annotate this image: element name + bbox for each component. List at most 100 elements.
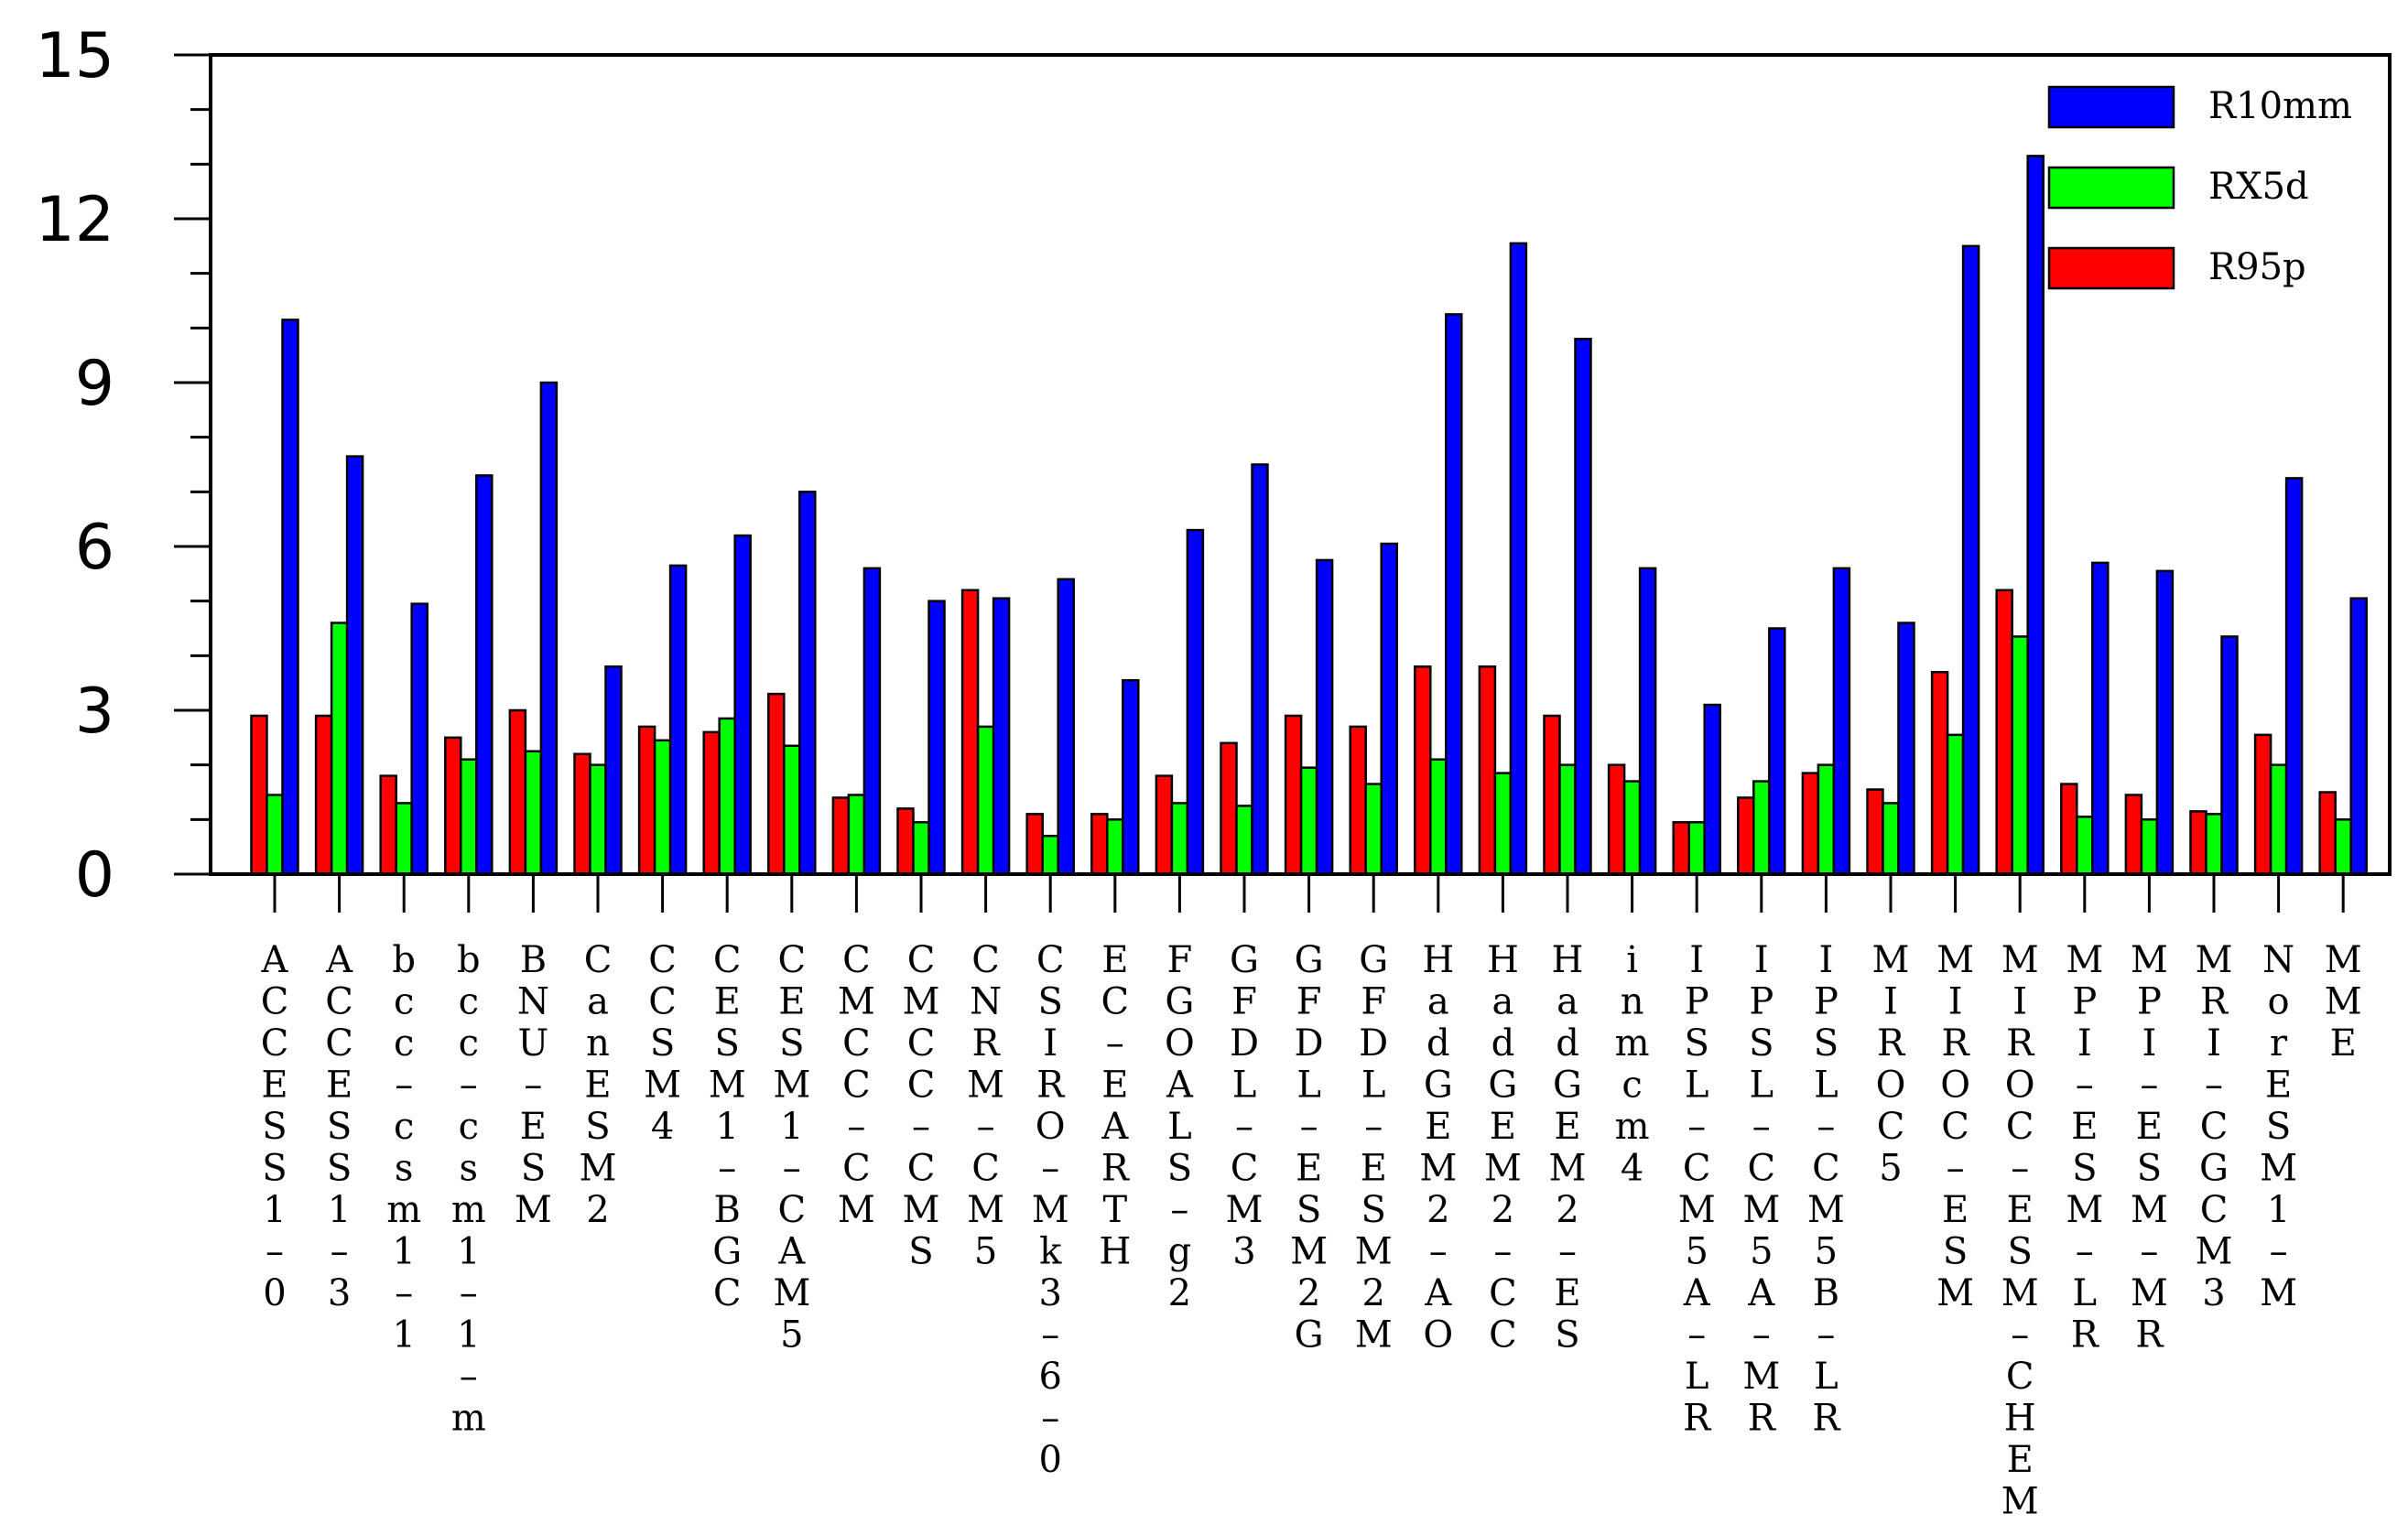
x-tick-label: G F D L – C M 3: [1226, 939, 1264, 1273]
bar-r10mm-15: [1251, 463, 1269, 876]
x-tick-label: M P I – E S M – M R: [2131, 939, 2168, 1357]
bar-rx5d-31: [2269, 763, 2288, 876]
x-tick-label: M I R O C – E S M: [1936, 939, 1974, 1314]
x-tick-label: I P S L – C M 5 A – M R: [1742, 939, 1780, 1440]
bar-r10mm-14: [1186, 528, 1205, 876]
bar-r10mm-30: [2220, 635, 2239, 876]
bar-r10mm-21: [1638, 567, 1657, 876]
bar-r95p-3: [444, 736, 462, 876]
bar-r10mm-31: [2284, 477, 2304, 876]
legend-label-rx5d: RX5d: [2208, 166, 2309, 208]
legend-swatch-r10mm: [2047, 85, 2175, 129]
bar-rx5d-24: [1817, 763, 1836, 876]
x-tick-label: C N R M – C M 5: [967, 939, 1004, 1273]
bar-r10mm-8: [798, 491, 817, 876]
bar-r95p-18: [1414, 665, 1432, 876]
bar-r10mm-1: [345, 455, 364, 876]
x-tick-label: b c c – c s m 1–1: [386, 939, 421, 1357]
x-tick-label: B N U – E S M: [515, 939, 552, 1231]
bar-r10mm-12: [1057, 578, 1075, 876]
bar-r10mm-13: [1122, 678, 1140, 876]
y-axis: 0 3 6 9 12 15: [35, 20, 211, 912]
bar-r10mm-20: [1574, 338, 1592, 876]
bar-rx5d-22: [1687, 821, 1706, 876]
bar-rx5d-10: [912, 821, 930, 876]
bar-rx5d-19: [1493, 772, 1513, 876]
bar-r95p-10: [896, 807, 915, 876]
bar-r10mm-24: [1832, 567, 1851, 876]
y-tick-label: 3: [75, 676, 114, 748]
bar-r95p-29: [2124, 794, 2143, 876]
y-tick-label: 0: [75, 839, 114, 912]
x-tick-label: M R I – C G C M 3: [2196, 939, 2233, 1314]
bar-rx5d-29: [2140, 818, 2159, 876]
bar-r95p-19: [1478, 665, 1497, 876]
bar-rx5d-0: [266, 794, 284, 876]
bar-r95p-16: [1284, 714, 1303, 876]
bar-r95p-15: [1220, 741, 1238, 876]
bar-rx5d-3: [460, 758, 478, 876]
x-tick-label: b c c – c s m 1–1– m: [451, 939, 486, 1440]
bar-rx5d-23: [1752, 780, 1771, 876]
bar-rx5d-25: [1882, 802, 1900, 876]
x-tick-label: A C C E S S 1–3: [325, 939, 353, 1314]
bar-r95p-9: [831, 796, 851, 876]
bar-r10mm-26: [1961, 244, 1980, 876]
bar-rx5d-14: [1170, 802, 1189, 876]
x-tick-label: C E S M 1– C A M 5: [773, 939, 810, 1357]
bar-rx5d-27: [2011, 635, 2029, 876]
bar-rx5d-7: [718, 717, 736, 876]
bar-r95p-2: [379, 774, 397, 876]
bar-rx5d-17: [1364, 783, 1383, 876]
bar-r10mm-22: [1703, 703, 1721, 876]
bar-r10mm-3: [475, 474, 494, 876]
bar-r10mm-6: [668, 564, 688, 876]
bar-r95p-24: [1801, 772, 1820, 876]
bar-r95p-32: [2318, 791, 2337, 876]
bar-r10mm-16: [1315, 558, 1334, 876]
x-tick-label: C E S M 1– B G C: [709, 939, 746, 1314]
x-tick-label: C M C C – C M: [838, 939, 875, 1231]
bar-rx5d-28: [2076, 816, 2094, 876]
bar-r10mm-32: [2349, 597, 2368, 876]
bar-r10mm-23: [1768, 627, 1786, 876]
bar-r95p-13: [1090, 813, 1109, 876]
bar-rx5d-12: [1041, 834, 1059, 876]
legend-swatch-rx5d: [2047, 166, 2175, 210]
bar-rx5d-16: [1299, 766, 1318, 876]
bar-r95p-14: [1155, 774, 1174, 876]
bar-r10mm-5: [604, 665, 623, 876]
bar-r95p-21: [1607, 763, 1626, 876]
x-tick-label: M I R O C – E S M – C H E M: [2001, 939, 2039, 1523]
x-tick-label: G F D L – E S M 2 M: [1355, 939, 1393, 1357]
bar-rx5d-4: [524, 750, 543, 876]
bar-r10mm-18: [1445, 313, 1463, 876]
bar-rx5d-13: [1106, 818, 1124, 876]
bar-r95p-4: [508, 708, 527, 876]
bar-r95p-7: [702, 730, 721, 876]
bar-r95p-0: [250, 714, 268, 876]
bar-r95p-17: [1349, 725, 1367, 876]
x-tick-label: F G O A L S – g 2: [1165, 939, 1195, 1314]
bar-r95p-30: [2189, 810, 2207, 876]
bar-r10mm-10: [927, 600, 946, 876]
bar-r95p-20: [1543, 714, 1561, 876]
y-tick-label: 9: [75, 348, 114, 420]
bar-r10mm-0: [281, 319, 299, 876]
bar-rx5d-2: [395, 802, 413, 876]
x-tick-label: E C – E A R T H: [1099, 939, 1131, 1273]
bar-rx5d-8: [783, 744, 801, 876]
x-tick-label: A C C E S S 1–0: [261, 939, 289, 1314]
legend: R10mm RX5d R95p: [2047, 85, 2352, 290]
bar-r95p-11: [960, 589, 980, 876]
bar-rx5d-26: [1946, 733, 1965, 876]
bar-rx5d-15: [1235, 805, 1253, 876]
